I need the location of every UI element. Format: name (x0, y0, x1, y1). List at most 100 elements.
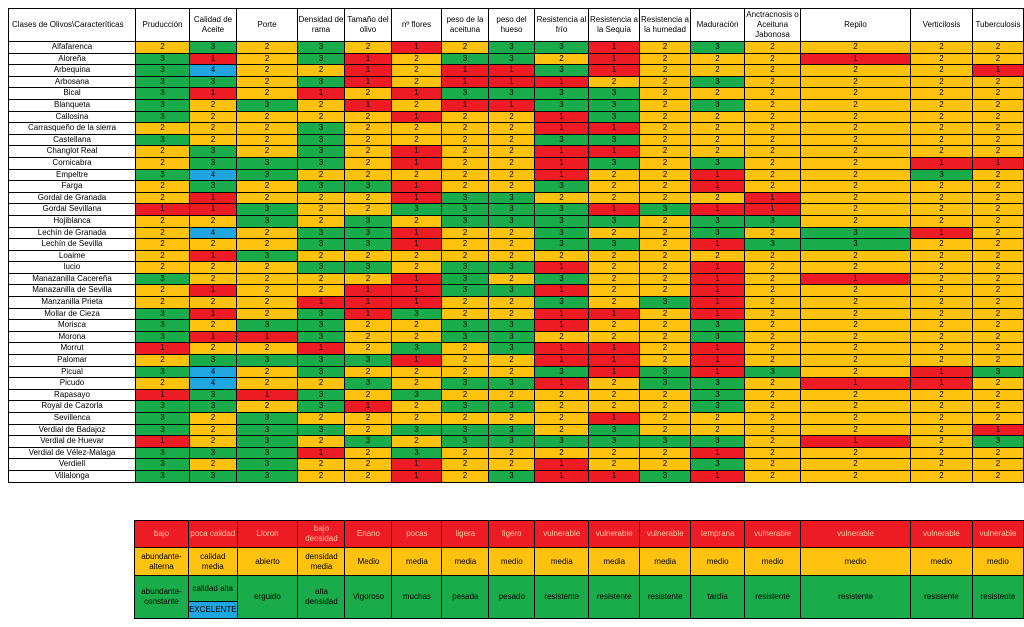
rating-cell[interactable]: 2 (344, 41, 392, 54)
rating-cell[interactable]: 2 (189, 296, 237, 309)
rating-cell[interactable]: 2 (972, 180, 1024, 193)
rating-cell[interactable]: 2 (297, 110, 345, 124)
legend-cell[interactable]: resistente (971, 575, 1024, 619)
rating-cell[interactable]: 3 (441, 261, 489, 274)
rating-cell[interactable]: 1 (534, 307, 589, 321)
rating-cell[interactable]: 2 (189, 122, 237, 135)
rating-cell[interactable]: 2 (344, 342, 392, 356)
legend-cell[interactable]: resistente (744, 575, 802, 619)
rating-cell[interactable]: 2 (297, 214, 345, 228)
rating-cell[interactable]: 3 (236, 249, 298, 263)
rating-cell[interactable]: 2 (800, 64, 911, 77)
rating-cell[interactable]: 2 (441, 469, 489, 483)
rating-cell[interactable]: 1 (588, 354, 640, 367)
rating-cell[interactable]: 1 (744, 191, 801, 205)
rating-cell[interactable]: 2 (910, 284, 973, 298)
rating-cell[interactable]: 2 (534, 400, 589, 413)
rating-cell[interactable]: 1 (391, 145, 442, 158)
rating-cell[interactable]: 3 (236, 98, 298, 112)
rating-cell[interactable]: 2 (189, 342, 237, 356)
rating-cell[interactable]: 2 (391, 133, 442, 147)
rating-cell[interactable]: 2 (639, 133, 691, 147)
rating-cell[interactable]: 2 (744, 226, 801, 240)
rating-cell[interactable]: 3 (236, 203, 298, 216)
legend-cell[interactable]: media (441, 547, 490, 576)
legend-cell[interactable]: media (534, 547, 590, 576)
legend-cell[interactable]: erguido (236, 575, 299, 619)
rating-cell[interactable]: 1 (690, 469, 745, 483)
rating-cell[interactable]: 2 (297, 469, 345, 483)
rating-cell[interactable]: 3 (297, 307, 345, 321)
variety-name-cell[interactable]: Mollar de Cieza (8, 307, 136, 321)
variety-name-cell[interactable]: Blanqueta (8, 98, 136, 112)
rating-cell[interactable]: 3 (534, 133, 589, 147)
rating-cell[interactable]: 2 (488, 354, 535, 367)
rating-cell[interactable]: 2 (910, 469, 973, 483)
rating-cell[interactable]: 2 (639, 122, 691, 135)
legend-cell[interactable]: bajo densidad (297, 520, 346, 548)
legend-cell[interactable]: poca calidad (187, 520, 238, 548)
column-header[interactable]: Resistencia a la Sequía (588, 8, 640, 42)
rating-cell[interactable]: 2 (441, 122, 489, 135)
rating-cell[interactable]: 3 (344, 435, 392, 448)
rating-cell[interactable]: 1 (588, 412, 640, 425)
variety-name-cell[interactable]: Sevillenca (8, 412, 136, 425)
rating-cell[interactable]: 3 (639, 469, 691, 483)
rating-cell[interactable]: 2 (534, 52, 589, 66)
variety-name-cell[interactable]: Alfafarenca (8, 41, 136, 54)
rating-cell[interactable]: 3 (488, 469, 535, 483)
rating-cell[interactable]: 2 (910, 214, 973, 228)
rating-cell[interactable]: 3 (236, 435, 298, 448)
rating-cell[interactable]: 1 (690, 272, 745, 286)
rating-cell[interactable]: 2 (639, 191, 691, 205)
rating-cell[interactable]: 2 (910, 319, 973, 332)
rating-cell[interactable]: 2 (910, 133, 973, 147)
rating-cell[interactable]: 3 (391, 203, 442, 216)
rating-cell[interactable]: 3 (135, 412, 190, 425)
rating-cell[interactable]: 2 (690, 122, 745, 135)
rating-cell[interactable]: 2 (441, 307, 489, 321)
rating-cell[interactable]: 3 (972, 435, 1024, 448)
rating-cell[interactable]: 3 (534, 214, 589, 228)
rating-cell[interactable]: 3 (441, 52, 489, 66)
rating-cell[interactable]: 3 (236, 156, 298, 170)
rating-cell[interactable]: 2 (391, 249, 442, 263)
column-header[interactable]: Verticilosis (910, 8, 973, 42)
legend-cell[interactable]: ligero (488, 520, 536, 548)
rating-cell[interactable]: 1 (534, 122, 589, 135)
rating-cell[interactable]: 2 (391, 64, 442, 77)
rating-cell[interactable]: 2 (690, 412, 745, 425)
rating-cell[interactable]: 3 (297, 330, 345, 344)
rating-cell[interactable]: 2 (690, 423, 745, 437)
rating-cell[interactable]: 2 (135, 377, 190, 390)
rating-cell[interactable]: 2 (972, 75, 1024, 89)
rating-cell[interactable]: 3 (588, 98, 640, 112)
rating-cell[interactable]: 2 (639, 307, 691, 321)
rating-cell[interactable]: 1 (297, 446, 345, 460)
rating-cell[interactable]: 2 (800, 400, 911, 413)
rating-cell[interactable]: 2 (344, 388, 392, 402)
rating-cell[interactable]: 3 (236, 469, 298, 483)
rating-cell[interactable]: 1 (441, 64, 489, 77)
rating-cell[interactable]: 2 (639, 272, 691, 286)
rating-cell[interactable]: 1 (189, 249, 237, 263)
column-header[interactable]: peso de la aceituna (441, 8, 489, 42)
rating-cell[interactable]: 2 (800, 458, 911, 471)
rating-cell[interactable]: 2 (297, 168, 345, 182)
rating-cell[interactable]: 2 (391, 261, 442, 274)
rating-cell[interactable]: 1 (135, 203, 190, 216)
rating-cell[interactable]: 1 (135, 388, 190, 402)
rating-cell[interactable]: 3 (639, 365, 691, 379)
rating-cell[interactable]: 2 (488, 145, 535, 158)
rating-cell[interactable]: 1 (910, 377, 973, 390)
rating-cell[interactable]: 2 (639, 98, 691, 112)
rating-cell[interactable]: 2 (344, 133, 392, 147)
rating-cell[interactable]: 2 (972, 191, 1024, 205)
rating-cell[interactable]: 2 (639, 41, 691, 54)
rating-cell[interactable]: 2 (972, 98, 1024, 112)
rating-cell[interactable]: 2 (744, 64, 801, 77)
legend-cell[interactable]: media (391, 547, 443, 576)
rating-cell[interactable]: 3 (534, 435, 589, 448)
rating-cell[interactable]: 2 (744, 307, 801, 321)
legend-cell[interactable]: vulnerable (800, 520, 911, 548)
